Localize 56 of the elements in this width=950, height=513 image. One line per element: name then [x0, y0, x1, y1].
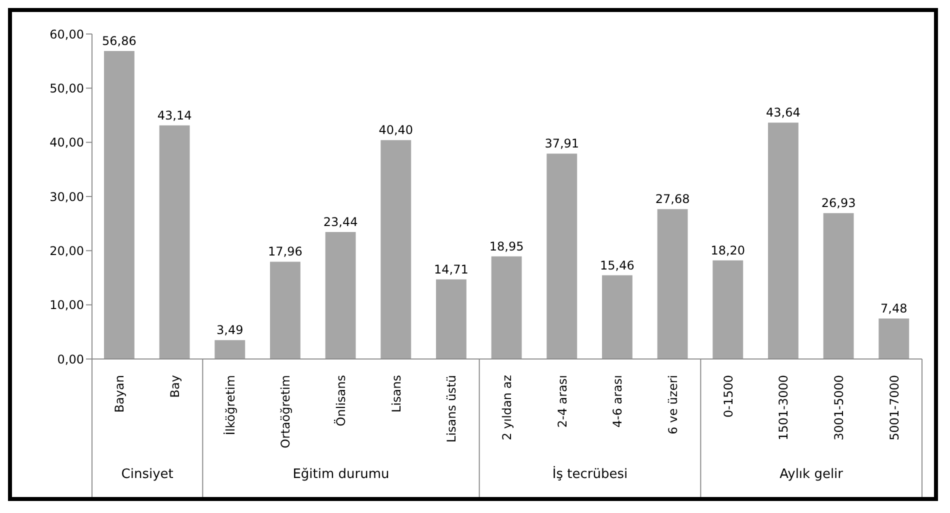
x-tick-label: Bay — [168, 375, 182, 398]
bar — [380, 140, 412, 359]
bar — [823, 213, 854, 359]
x-tick-label: Ortaöğretim — [278, 375, 293, 448]
y-tick-label: 0,00 — [57, 352, 84, 366]
y-tick-label: 50,00 — [50, 81, 84, 96]
data-label: 43,14 — [157, 108, 192, 122]
text: Aylık gelir — [778, 467, 844, 482]
data-label: 56,86 — [102, 34, 136, 48]
y-tick-label: 10,00 — [50, 298, 84, 312]
x-tick-label: 0-1500 — [721, 375, 736, 418]
x-tick-label: Bayan — [112, 375, 127, 413]
x-tick-label: 4-6 arası — [610, 375, 625, 428]
bar — [768, 122, 798, 359]
x-tick-label: 2 yıldan az — [500, 375, 514, 440]
bar — [657, 209, 688, 359]
y-tick-label: 40,00 — [50, 136, 84, 150]
text: Eğitim durumu — [292, 467, 390, 482]
x-tick-label: Lisans üstü — [444, 375, 459, 442]
x-tick-label: Önlisans — [334, 375, 348, 426]
text: Cinsiyet — [120, 467, 174, 482]
data-label: 15,46 — [600, 258, 634, 272]
bar — [104, 51, 134, 359]
data-label: 43,64 — [766, 106, 800, 120]
bar — [436, 279, 466, 359]
data-label: 26,93 — [821, 196, 856, 210]
bar — [712, 260, 744, 359]
bar — [270, 262, 300, 359]
data-label: 18,20 — [710, 243, 746, 258]
data-label: 18,95 — [489, 239, 524, 254]
text: İş tecrübesi — [551, 467, 629, 482]
bar — [159, 125, 190, 359]
x-tick-label: Lisans — [389, 375, 404, 412]
data-label: 37,91 — [544, 136, 580, 151]
data-label: 17,96 — [268, 244, 302, 259]
data-label: 7,48 — [880, 301, 908, 316]
bar — [602, 275, 632, 359]
bar — [546, 154, 578, 359]
data-label: 27,68 — [655, 192, 690, 206]
y-tick-label: 60,00 — [50, 27, 84, 42]
y-tick-label: 20,00 — [50, 244, 84, 258]
x-tick-label: 6 ve üzeri — [666, 375, 680, 434]
bar — [325, 232, 356, 359]
bar — [491, 256, 522, 359]
y-tick-label: 30,00 — [50, 190, 84, 204]
data-label: 3,49 — [216, 323, 244, 338]
x-tick-label: 2-4 arası — [555, 375, 570, 428]
bar — [878, 318, 910, 359]
x-tick-label: İlköğretim — [223, 375, 238, 436]
data-label: 23,44 — [323, 215, 358, 230]
data-label: 40,40 — [378, 123, 414, 138]
x-tick-label: 3001-5000 — [832, 375, 846, 440]
x-tick-label: 5001-7000 — [887, 375, 902, 440]
x-tick-label: 1501-3000 — [776, 375, 791, 440]
data-label: 14,71 — [434, 262, 468, 276]
bar — [214, 340, 246, 359]
